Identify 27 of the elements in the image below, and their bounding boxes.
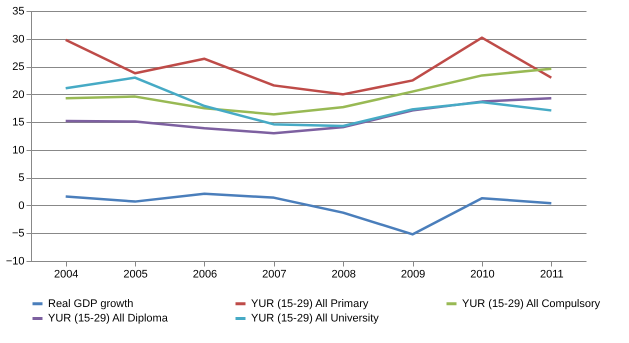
legend-label: YUR (15-29) All University <box>251 312 380 324</box>
line-series <box>64 76 553 128</box>
legend-label: YUR (15-29) All Diploma <box>48 312 169 324</box>
line-series <box>64 68 553 116</box>
y-tick-label: 10 <box>12 144 24 156</box>
y-tick-label: 25 <box>12 61 24 74</box>
y-tick-label: 15 <box>12 116 24 129</box>
y-tick-label: 0 <box>18 200 24 212</box>
x-tick-label: 2008 <box>331 268 356 280</box>
legend-label: YUR (15-29) All Primary <box>251 298 369 310</box>
x-tick-label: 2007 <box>262 268 287 280</box>
y-tick-label: 5 <box>18 172 24 184</box>
x-tick-label: 2011 <box>540 268 564 280</box>
x-tick-label: 2009 <box>400 268 426 280</box>
y-tick-label: 20 <box>12 88 24 101</box>
x-tick-label: 2004 <box>54 268 78 280</box>
x-tick-label: 2006 <box>192 268 218 280</box>
line-series <box>64 36 553 96</box>
y-tick-label: −5 <box>12 228 24 240</box>
y-tick-label: −10 <box>6 256 24 268</box>
legend-label: Real GDP growth <box>48 298 134 310</box>
y-tick-label: 30 <box>12 33 24 46</box>
x-tick-label: 2010 <box>470 268 495 280</box>
y-tick-label: 35 <box>12 6 24 18</box>
line-series <box>64 192 553 236</box>
legend-label: YUR (15-29) All Compulsory <box>462 298 601 310</box>
x-tick-label: 2005 <box>123 268 148 280</box>
